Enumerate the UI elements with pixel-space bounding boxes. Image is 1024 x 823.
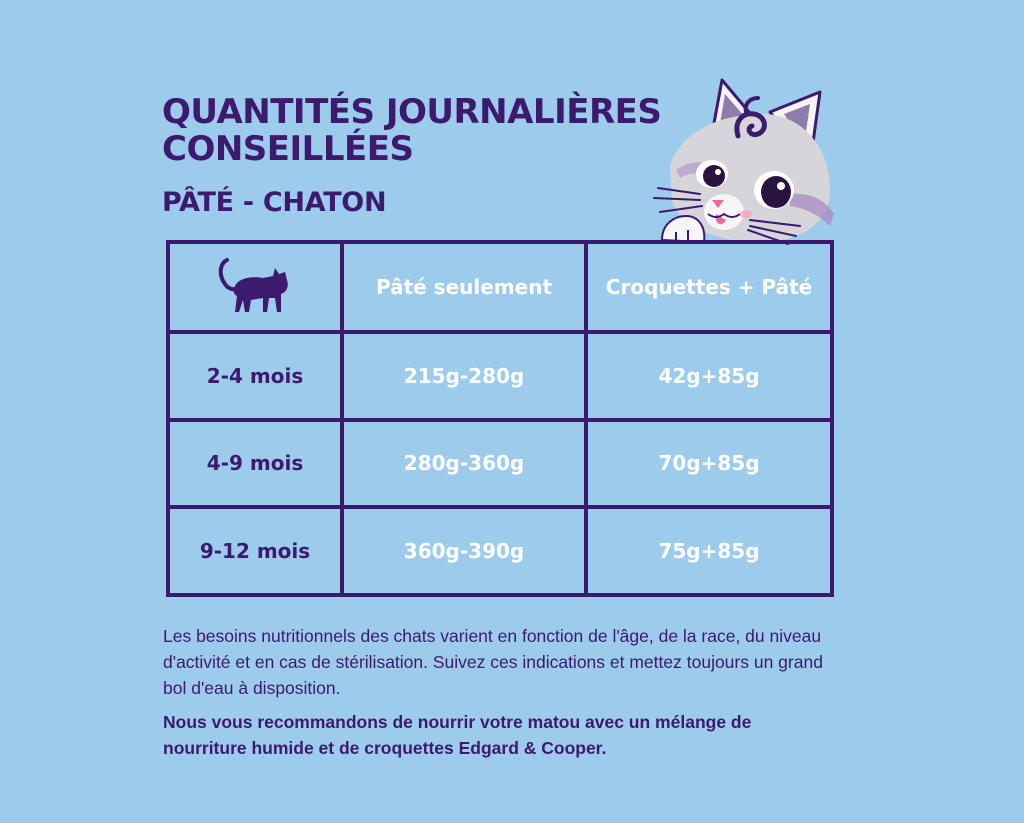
mix-cell: 75g+85g — [584, 505, 834, 597]
kitten-illustration — [653, 78, 834, 245]
table-row: 2-4 mois 215g-280g 42g+85g — [166, 330, 834, 422]
table-header-icon-cell — [166, 240, 344, 334]
table-header-pate: Pâté seulement — [340, 240, 588, 334]
nutrition-note: Les besoins nutritionnels des chats vari… — [163, 626, 823, 698]
page-subtitle: PÂTÉ - CHATON — [162, 187, 387, 218]
mix-cell: 42g+85g — [584, 330, 834, 422]
table-row: 9-12 mois 360g-390g 75g+85g — [166, 505, 834, 597]
recommendation-note: Nous vous recommandons de nourrir votre … — [163, 712, 752, 758]
pate-cell: 215g-280g — [340, 330, 588, 422]
mix-cell: 70g+85g — [584, 417, 834, 510]
page-title: QUANTITÉS JOURNALIÈRES CONSEILLÉES — [162, 92, 662, 169]
age-cell: 4-9 mois — [166, 417, 344, 510]
age-cell: 9-12 mois — [166, 505, 344, 597]
age-cell: 2-4 mois — [166, 330, 344, 422]
table-row: 4-9 mois 280g-360g 70g+85g — [166, 417, 834, 510]
cat-icon — [218, 258, 288, 312]
table-header-mix: Croquettes + Pâté — [584, 240, 834, 334]
pate-cell: 360g-390g — [340, 505, 588, 597]
quantity-table: Pâté seulement Croquettes + Pâté 2-4 moi… — [166, 240, 834, 597]
pate-cell: 280g-360g — [340, 417, 588, 510]
table-header-row: Pâté seulement Croquettes + Pâté — [166, 240, 834, 334]
